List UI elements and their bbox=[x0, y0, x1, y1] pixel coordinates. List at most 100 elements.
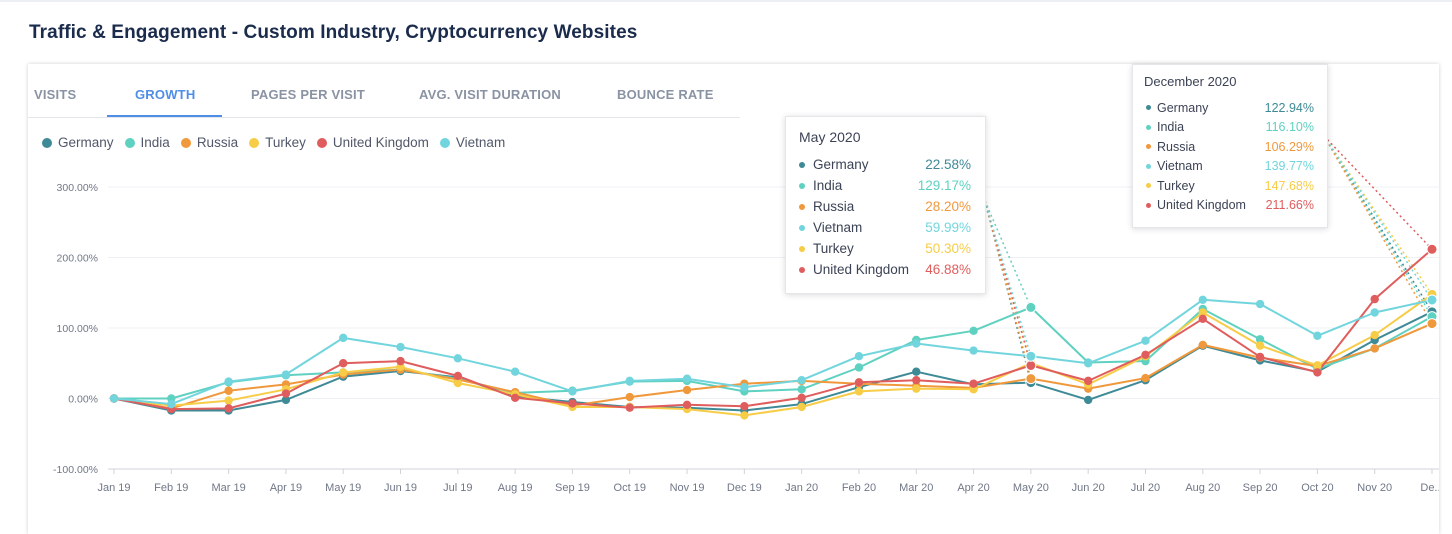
tooltip-series-name: Russia bbox=[1157, 139, 1196, 154]
legend-item-turkey[interactable]: Turkey bbox=[249, 135, 306, 150]
tooltip-leader-line bbox=[1323, 135, 1433, 324]
data-point bbox=[453, 371, 463, 381]
tooltip-may-2020: May 2020 Germany 22.58% India 129.17% Russ… bbox=[785, 116, 986, 294]
x-tick-label: Oct 19 bbox=[614, 482, 646, 494]
series-line bbox=[113, 298, 1433, 406]
data-point bbox=[453, 378, 463, 388]
data-point bbox=[1141, 373, 1150, 383]
tooltip-leader-line bbox=[1323, 135, 1433, 295]
data-point bbox=[1313, 368, 1322, 377]
tooltip-value: 28.20% bbox=[925, 199, 971, 214]
tooltip-series-name: Germany bbox=[813, 157, 869, 172]
tooltip-value: 129.17% bbox=[917, 178, 971, 193]
tooltip-dot bbox=[799, 245, 805, 252]
legend-item-india[interactable]: India bbox=[124, 135, 170, 150]
tooltip-value: 122.94% bbox=[1264, 100, 1314, 115]
data-point bbox=[1255, 335, 1265, 344]
x-tick-label: Feb 19 bbox=[154, 482, 188, 494]
tab-pages-per-visit[interactable]: PAGES PER VISIT bbox=[251, 87, 366, 102]
x-tick-label: Jul 19 bbox=[443, 482, 472, 494]
tooltip-row: Vietnam 59.99% bbox=[799, 217, 971, 238]
data-point bbox=[1083, 376, 1093, 386]
data-point bbox=[1426, 294, 1438, 306]
tooltip-value: 106.29% bbox=[1264, 139, 1314, 154]
tab-bounce-rate[interactable]: BOUNCE RATE bbox=[617, 87, 714, 102]
x-tick-label: De... bbox=[1420, 482, 1439, 494]
tab-bar: VISITS GROWTH PAGES PER VISIT AVG. VISIT… bbox=[28, 64, 740, 118]
data-point bbox=[912, 367, 921, 376]
tooltip-dot bbox=[799, 266, 805, 273]
data-point bbox=[682, 400, 692, 410]
tooltip-dot bbox=[1146, 144, 1151, 150]
legend-item-germany[interactable]: Germany bbox=[42, 135, 114, 150]
tooltip-value: 59.99% bbox=[925, 220, 971, 235]
x-tick-label: Nov 20 bbox=[1357, 482, 1392, 494]
data-point bbox=[797, 375, 806, 385]
x-tick-label: Jan 19 bbox=[97, 482, 130, 494]
data-point bbox=[510, 393, 520, 402]
tooltip-row: Turkey 50.30% bbox=[799, 238, 971, 259]
legend-dot bbox=[124, 137, 135, 148]
x-tick-label: Apr 19 bbox=[270, 482, 302, 494]
tooltip-value: 46.88% bbox=[925, 262, 971, 277]
legend-dot bbox=[42, 137, 52, 148]
data-point bbox=[1025, 350, 1037, 362]
data-point bbox=[797, 393, 806, 402]
tooltip-value: 116.10% bbox=[1265, 120, 1314, 135]
data-point bbox=[682, 374, 692, 383]
tooltip-leader-line bbox=[1323, 135, 1433, 250]
x-tick-label: Dec 19 bbox=[727, 482, 762, 494]
tooltip-value: 211.66% bbox=[1265, 198, 1314, 213]
data-point bbox=[1025, 373, 1037, 385]
tooltip-dot bbox=[799, 161, 805, 168]
data-point bbox=[224, 396, 233, 405]
x-tick-label: May 19 bbox=[325, 482, 361, 494]
data-point bbox=[854, 378, 864, 387]
legend-label: India bbox=[140, 135, 170, 150]
tooltip-leader-line bbox=[984, 200, 1032, 357]
y-tick-label: -100.00% bbox=[53, 464, 98, 476]
tooltip-dot bbox=[1146, 124, 1151, 130]
y-tick-label: 300.00% bbox=[57, 182, 98, 194]
legend-item-russia[interactable]: Russia bbox=[180, 135, 238, 150]
data-point bbox=[854, 352, 864, 361]
data-point bbox=[1255, 352, 1265, 362]
data-point bbox=[339, 368, 348, 377]
legend-item-vietnam[interactable]: Vietnam bbox=[439, 135, 505, 150]
tooltip-row: Turkey 147.68% bbox=[1146, 176, 1314, 196]
data-point bbox=[568, 399, 577, 408]
legend-item-united-kingdom[interactable]: United Kingdom bbox=[316, 135, 429, 150]
tooltip-row: Russia 106.29% bbox=[1146, 137, 1314, 157]
data-point bbox=[912, 339, 921, 348]
x-tick-label: Aug 19 bbox=[498, 482, 533, 494]
tab-visits[interactable]: VISITS bbox=[34, 87, 77, 102]
data-point bbox=[1370, 344, 1379, 353]
tab-growth[interactable]: GROWTH bbox=[135, 87, 196, 102]
tooltip-row: United Kingdom 46.88% bbox=[799, 259, 971, 280]
legend-dot bbox=[249, 137, 260, 148]
data-point bbox=[1255, 341, 1265, 350]
data-point bbox=[797, 402, 806, 412]
tooltip-value: 22.58% bbox=[925, 157, 971, 172]
x-tick-label: Jun 19 bbox=[384, 482, 417, 494]
x-tick-label: Aug 20 bbox=[1185, 482, 1220, 494]
data-point bbox=[854, 387, 864, 396]
tooltip-value: 147.68% bbox=[1264, 178, 1314, 193]
x-tick-label: May 20 bbox=[1013, 482, 1049, 494]
active-tab-indicator bbox=[107, 115, 222, 117]
data-point bbox=[1198, 340, 1207, 350]
tooltip-row: India 129.17% bbox=[799, 175, 971, 196]
x-tick-label: Jul 20 bbox=[1131, 482, 1160, 494]
data-point bbox=[969, 346, 978, 355]
data-point bbox=[1370, 308, 1379, 317]
tooltip-value: 139.77% bbox=[1264, 159, 1314, 174]
data-point bbox=[109, 394, 119, 403]
data-point bbox=[1083, 395, 1093, 405]
tab-avg-visit-duration[interactable]: AVG. VISIT DURATION bbox=[419, 87, 561, 102]
data-point bbox=[396, 342, 405, 352]
tooltip-leader-line bbox=[1323, 135, 1433, 313]
data-point bbox=[1370, 294, 1379, 304]
series-line bbox=[113, 293, 1433, 417]
series-line bbox=[114, 306, 1433, 400]
data-point bbox=[740, 383, 749, 392]
